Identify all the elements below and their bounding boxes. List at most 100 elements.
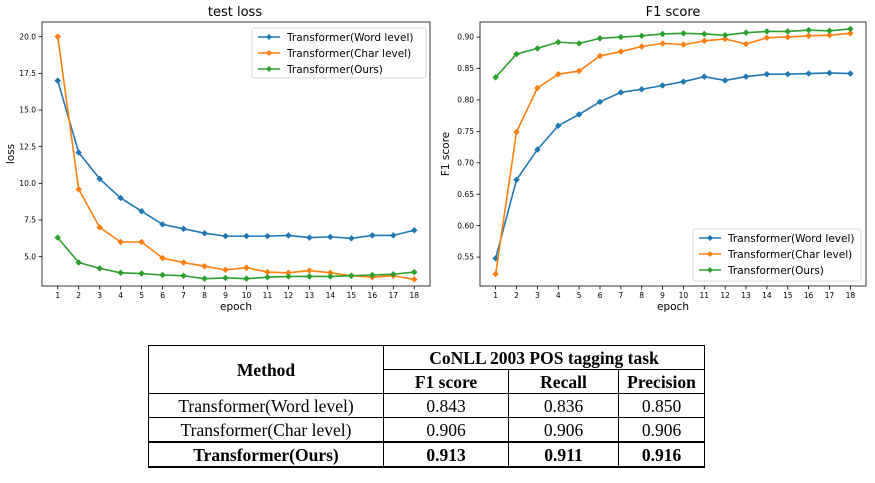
data-point: [54, 33, 62, 41]
data-point: [763, 70, 771, 78]
data-point: [492, 270, 500, 278]
data-point: [347, 234, 355, 242]
f1-score-chart: F1 score 1 2 3 4 5 6 7 8 9 10 11 12 13 14 15 16 17 180.55…: [440, 5, 867, 313]
f1-cell: 0.906: [383, 417, 509, 443]
data-point: [575, 67, 583, 75]
data-point: [285, 273, 292, 280]
x-tick-label: 3: [535, 291, 540, 300]
legend-marker: [266, 50, 272, 56]
data-point: [222, 266, 229, 274]
data-point: [763, 34, 771, 42]
results-table: Method CoNLL 2003 POS tagging task F1 sc…: [148, 345, 705, 468]
data-point: [784, 70, 792, 78]
data-point: [222, 232, 229, 240]
data-point: [243, 264, 250, 272]
data-point: [117, 194, 125, 202]
data-point: [846, 29, 854, 37]
x-tick-label: 12: [720, 291, 730, 300]
x-tick-label: 3: [97, 291, 102, 300]
x-tick-label: 5: [577, 291, 582, 300]
table-row-best: Transformer(Ours) 0.913 0.911 0.916: [148, 441, 705, 468]
x-tick-label: 15: [783, 291, 793, 300]
data-point: [846, 70, 854, 77]
legend-label: Transformer(Word level): [286, 32, 414, 44]
data-point: [243, 232, 250, 240]
data-point: [846, 25, 854, 33]
column-header-precision: Precision: [618, 369, 705, 394]
data-point: [596, 98, 604, 106]
x-tick-label: 4: [556, 291, 561, 300]
data-point: [201, 229, 208, 237]
y-tick-label: 10.0: [19, 179, 36, 188]
data-point: [159, 221, 166, 228]
x-tick-label: 10: [242, 291, 252, 300]
data-point: [805, 26, 812, 34]
y-tick-label: 0.70: [457, 158, 474, 167]
f1-cell: 0.843: [383, 393, 509, 418]
data-point: [117, 269, 125, 277]
recall-cell: 0.911: [508, 441, 619, 468]
method-cell: Transformer(Word level): [148, 393, 384, 418]
series-line: [495, 28, 851, 78]
data-point: [742, 29, 750, 37]
plot-frame: [41, 21, 431, 287]
y-tick-label: 0.60: [457, 221, 474, 230]
data-point: [306, 273, 313, 280]
data-point: [285, 232, 292, 239]
data-point: [805, 32, 812, 40]
data-point: [680, 29, 687, 37]
data-point: [659, 40, 666, 47]
x-tick-label: 12: [284, 291, 294, 300]
x-tick-label: 1: [55, 291, 60, 300]
data-point: [347, 272, 355, 280]
method-cell: Transformer(Ours): [148, 441, 384, 468]
x-tick-label: 10: [679, 291, 689, 300]
data-point: [826, 31, 833, 39]
data-point: [534, 84, 541, 92]
y-tick-label: 7.5: [24, 216, 36, 225]
x-tick-label: 1: [493, 291, 498, 300]
x-tick-label: 18: [846, 291, 856, 300]
table-row: Transformer(Char level) 0.906 0.906 0.90…: [148, 417, 705, 443]
x-tick-label: 6: [598, 291, 603, 300]
data-point: [368, 271, 376, 279]
y-tick-label: 5.0: [24, 252, 36, 261]
tick-marks: [476, 36, 851, 290]
series-line: [56, 80, 415, 240]
series-lines: [492, 25, 854, 278]
x-tick-label: 7: [618, 291, 623, 300]
legend-label: Transformer(Ours): [727, 265, 824, 277]
data-point: [784, 33, 792, 41]
data-point: [596, 52, 604, 60]
x-tick-label: 17: [825, 291, 835, 300]
data-point: [534, 45, 541, 52]
data-point: [389, 270, 397, 278]
legend-label: Transformer(Char level): [286, 48, 411, 60]
data-point: [700, 37, 708, 45]
y-tick-label: 12.5: [19, 142, 36, 151]
data-point: [575, 40, 583, 47]
legend-label: Transformer(Word level): [727, 233, 855, 245]
tick-marks: [38, 36, 415, 290]
data-point: [306, 234, 313, 241]
series-line: [57, 237, 415, 280]
legend: Transformer(Word level) Transformer(Char …: [692, 228, 862, 282]
x-tick-label: 14: [762, 291, 772, 300]
x-tick-label: 11: [700, 291, 710, 300]
data-point: [264, 232, 271, 240]
legend-label: Transformer(Char level): [727, 249, 852, 261]
data-point: [826, 27, 833, 35]
data-point: [826, 69, 833, 77]
x-tick-label: 2: [76, 291, 81, 300]
data-point: [721, 35, 729, 43]
data-point: [617, 33, 625, 41]
legend-marker: [266, 66, 272, 72]
x-tick-label: 4: [118, 291, 123, 300]
series-lines: [54, 33, 418, 283]
task-group-header: CoNLL 2003 POS tagging task: [383, 345, 705, 370]
column-header-recall: Recall: [508, 369, 619, 394]
data-point: [513, 128, 520, 136]
data-point: [306, 267, 313, 274]
x-tick-label: 7: [181, 291, 186, 300]
data-point: [659, 30, 666, 38]
